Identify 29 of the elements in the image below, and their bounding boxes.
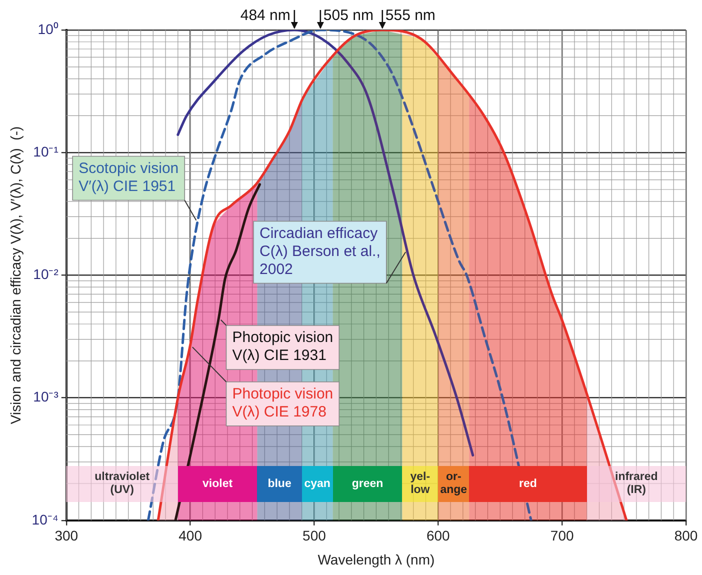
spectrum-label-box: yel- low xyxy=(402,466,438,502)
x-tick-label: 300 xyxy=(54,528,78,544)
y-tick-label: 10⁻³ xyxy=(33,388,59,405)
y-tick-label: 10⁻² xyxy=(33,266,59,282)
y-axis-title: Vision and circadian efficacy V(λ), V′(λ), C(λ) (-) xyxy=(7,126,24,424)
x-tick-label: 400 xyxy=(178,528,202,544)
x-tick-label: 800 xyxy=(674,528,698,544)
annotation: 555 nm xyxy=(385,7,436,24)
spectrum-label-box: infrared (IR) xyxy=(586,466,686,502)
spectrum-label-box: cyan xyxy=(302,466,333,502)
annotation: 484 nm xyxy=(240,7,290,24)
spectrum-label-box: ultraviolet (UV) xyxy=(66,466,178,502)
spectrum-label-box: violet xyxy=(178,466,258,502)
spectrum-label-box: blue xyxy=(257,466,302,502)
y-tick-label: 10⁰ xyxy=(38,20,58,37)
x-tick-label: 500 xyxy=(302,528,326,544)
x-tick-label: 700 xyxy=(550,528,574,544)
spectrum-label-box: green xyxy=(332,466,402,502)
x-axis-title: Wavelength λ (nm) xyxy=(318,551,435,568)
y-tick-label: 10⁻¹ xyxy=(33,143,59,160)
y-tick-label: 10⁻⁴ xyxy=(32,511,58,528)
spectrum-label-box: red xyxy=(469,466,587,502)
spectrum-label-box: or- ange xyxy=(438,466,470,502)
series-label: Scotopic vision V′(λ) CIE 1951 xyxy=(78,160,179,195)
series-label: Photopic vision V(λ) CIE 1978 xyxy=(232,386,334,421)
x-tick-label: 600 xyxy=(426,528,450,544)
series-label: Photopic vision V(λ) CIE 1931 xyxy=(232,329,334,364)
annotation: 505 nm xyxy=(323,7,374,24)
series-label: Circadian efficacy C(λ) Berson et al., 2002 xyxy=(260,224,380,278)
